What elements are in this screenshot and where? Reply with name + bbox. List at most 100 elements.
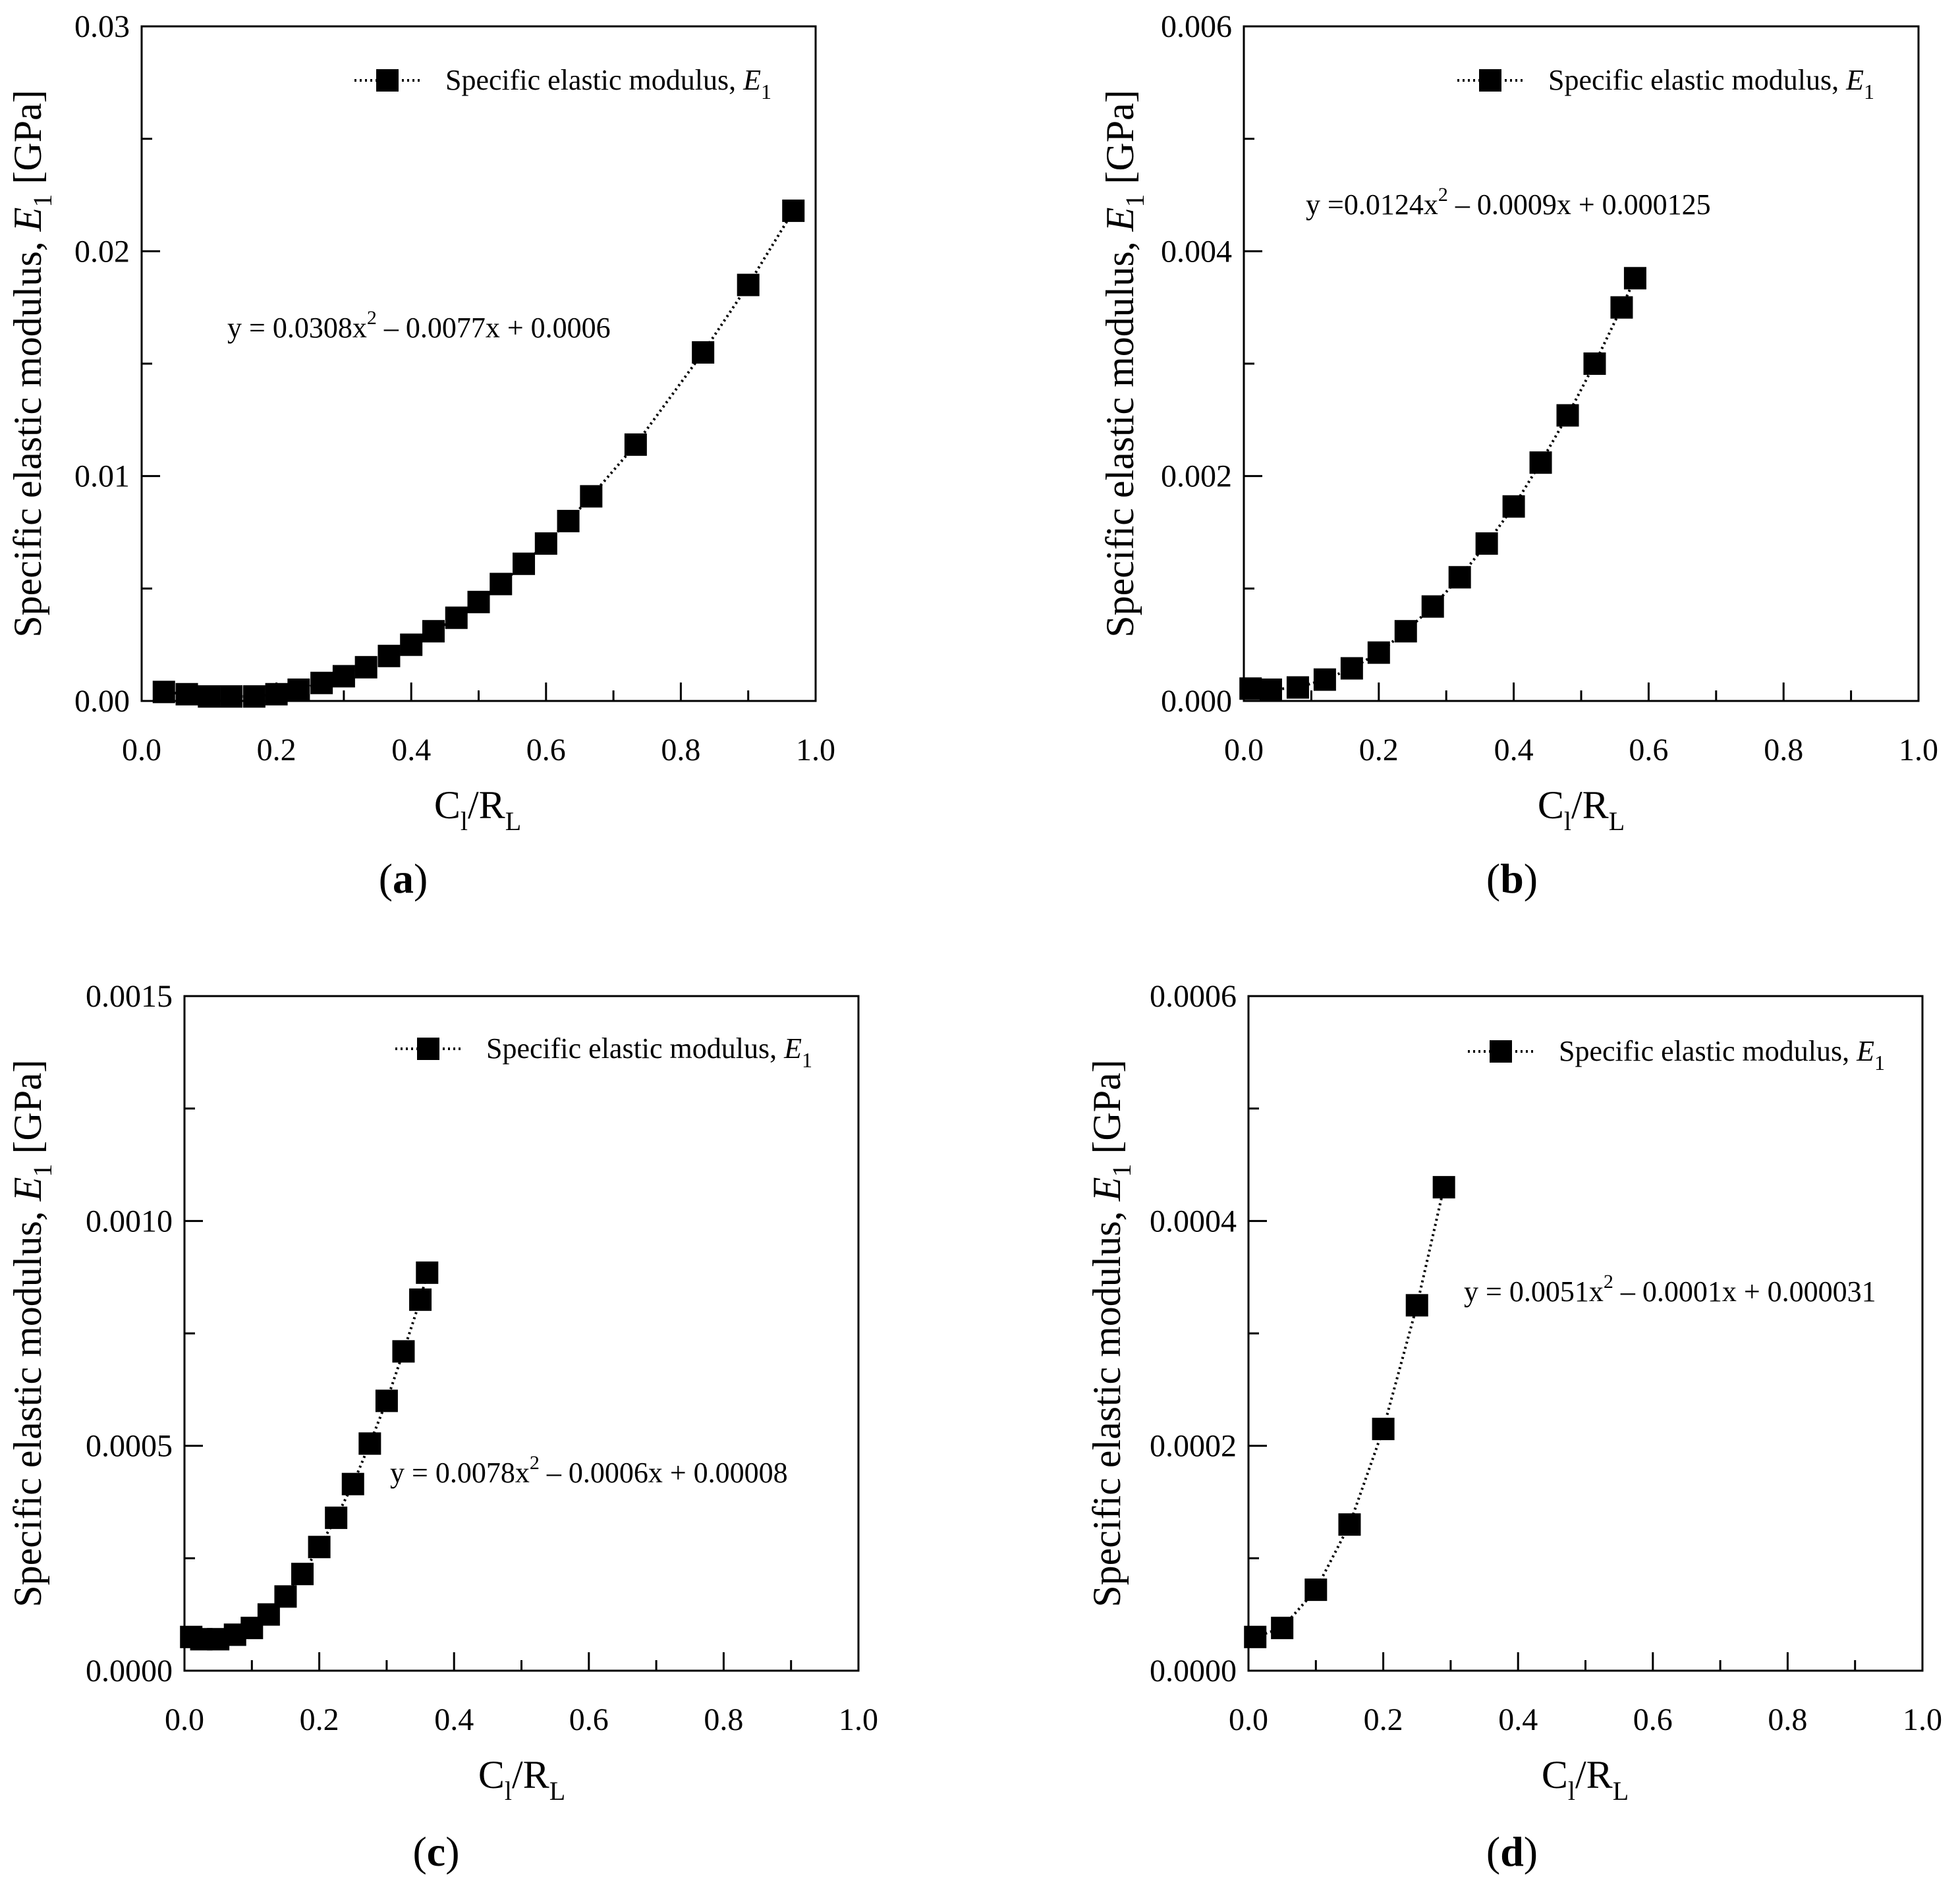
data-point — [400, 633, 423, 656]
legend-label: Specific elastic modulus, E1 — [1559, 1035, 1885, 1074]
legend-marker — [1479, 69, 1501, 92]
y-tick-label: 0.01 — [74, 459, 130, 494]
data-point — [467, 590, 490, 613]
x-tick-label: 0.8 — [1768, 1702, 1807, 1737]
data-point — [274, 1585, 297, 1608]
y-axis-title: Specific elastic modulus, E1 [GPa] — [1085, 1059, 1136, 1607]
x-tick-label: 0.4 — [1498, 1702, 1538, 1737]
data-point — [378, 644, 401, 667]
data-point — [332, 665, 355, 688]
x-tick-label: 0.8 — [661, 733, 700, 767]
legend-label: Specific elastic modulus, E1 — [1548, 64, 1874, 103]
data-point — [1338, 1513, 1361, 1536]
data-point — [692, 341, 715, 364]
chart-panel-a: 0.0 0.2 0.4 0.6 0.8 1.0 0.00 0.01 0.02 0.03 Cl/RL S… — [6, 9, 835, 902]
x-tick-label: 0.8 — [1764, 733, 1803, 767]
panel-caption: (c) — [412, 1828, 459, 1875]
x-tick-label: 0.6 — [1629, 733, 1668, 767]
data-point — [1304, 1578, 1328, 1602]
fit-equation: y = 0.0308x2 – 0.0077x + 0.0006 — [227, 307, 611, 344]
series-line — [1254, 1186, 1445, 1638]
data-point — [534, 532, 557, 555]
data-point — [1313, 668, 1336, 691]
data-point — [1448, 566, 1471, 589]
data-point — [1610, 296, 1633, 319]
data-point — [310, 671, 333, 694]
y-tick-label: 0.03 — [74, 9, 130, 44]
x-tick-label: 0.8 — [704, 1702, 743, 1737]
x-axis-title: Cl/RL — [434, 783, 521, 836]
y-tick-label: 0.02 — [74, 234, 130, 269]
data-point — [1556, 404, 1579, 427]
data-point — [1286, 676, 1309, 699]
data-point — [375, 1389, 398, 1412]
data-point — [242, 685, 266, 708]
data-point — [220, 685, 243, 708]
x-axis-title: Cl/RL — [1538, 783, 1625, 836]
y-tick-label: 0.0010 — [86, 1204, 173, 1239]
data-point — [557, 509, 580, 532]
panel-caption: (a) — [379, 855, 428, 902]
x-tick-label: 0.6 — [526, 733, 566, 767]
series-line — [190, 1272, 429, 1641]
data-point — [1529, 451, 1552, 474]
x-axis-title: Cl/RL — [478, 1753, 565, 1806]
data-point — [782, 199, 805, 222]
y-tick-label: 0.0000 — [1150, 1654, 1237, 1688]
data-point — [490, 572, 513, 596]
data-point — [175, 683, 198, 706]
data-point — [354, 655, 378, 679]
x-tick-label: 0.4 — [434, 1702, 474, 1737]
data-point — [1394, 620, 1417, 643]
x-tick-label: 0.4 — [391, 733, 431, 767]
data-point — [1421, 595, 1444, 618]
data-point — [198, 685, 221, 708]
data-point — [325, 1506, 348, 1529]
legend-marker — [417, 1038, 439, 1060]
data-point — [1623, 267, 1646, 290]
plot-frame — [1243, 25, 1920, 702]
y-axis-title: Specific elastic modulus, E1 [GPa] — [6, 1059, 57, 1607]
chart-panel-c: 0.0 0.2 0.4 0.6 0.8 1.0 0.0000 0.0005 0.0010 0.00… — [6, 979, 878, 1875]
data-point — [1583, 352, 1606, 375]
data-point — [1502, 495, 1525, 518]
y-tick-label: 0.0000 — [86, 1654, 173, 1688]
data-point — [1367, 641, 1390, 664]
fit-equation: y = 0.0078x2 – 0.0006x + 0.00008 — [390, 1452, 788, 1489]
x-tick-label: 0.6 — [1633, 1702, 1673, 1737]
data-point — [1405, 1294, 1428, 1317]
y-tick-label: 0.000 — [1161, 684, 1232, 719]
data-point — [624, 433, 647, 456]
plot-frame — [183, 995, 860, 1672]
legend-marker — [1490, 1040, 1512, 1063]
x-tick-label: 1.0 — [839, 1702, 878, 1737]
x-tick-label: 0.2 — [257, 733, 296, 767]
data-point — [445, 606, 468, 629]
x-tick-label: 0.0 — [1224, 733, 1264, 767]
y-tick-label: 0.0006 — [1150, 979, 1237, 1014]
data-point — [1432, 1176, 1455, 1199]
data-point — [341, 1472, 364, 1495]
data-point — [1259, 678, 1282, 701]
panel-caption: (b) — [1486, 855, 1538, 902]
data-point — [308, 1536, 331, 1559]
data-point — [358, 1432, 381, 1455]
y-tick-label: 0.00 — [74, 684, 130, 719]
data-point — [737, 273, 760, 296]
chart-panel-b: 0.0 0.2 0.4 0.6 0.8 1.0 0.000 0.002 0.004 0.006 Cl… — [1098, 9, 1938, 902]
legend-marker — [376, 69, 399, 92]
y-axis-title: Specific elastic modulus, E1 [GPa] — [6, 90, 57, 637]
y-tick-label: 0.0015 — [86, 979, 173, 1014]
data-point — [265, 683, 288, 706]
plot-frame — [1247, 995, 1924, 1672]
data-point — [580, 485, 603, 508]
data-point — [409, 1288, 432, 1311]
series-line — [163, 209, 795, 698]
y-tick-label: 0.0002 — [1150, 1429, 1237, 1464]
data-point — [287, 678, 310, 701]
x-tick-label: 1.0 — [1899, 733, 1938, 767]
chart-panel-d: 0.0 0.2 0.4 0.6 0.8 1.0 0.0000 0.0002 0.0004 0.00… — [1085, 979, 1942, 1875]
data-point — [1372, 1418, 1395, 1441]
y-tick-label: 0.0005 — [86, 1429, 173, 1464]
